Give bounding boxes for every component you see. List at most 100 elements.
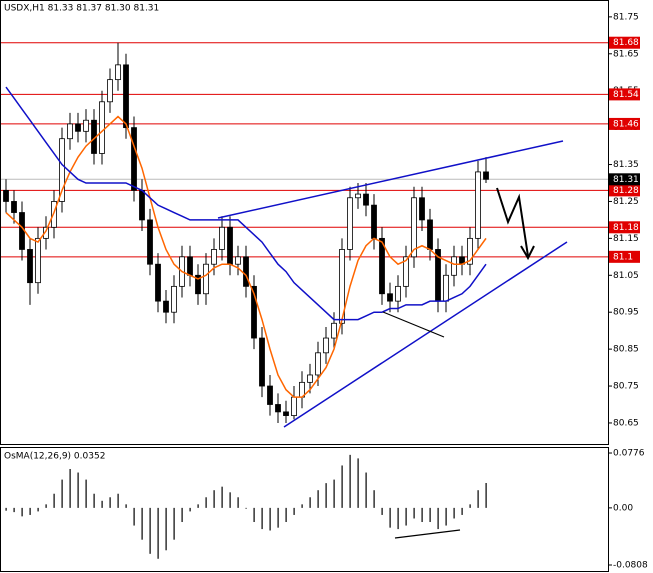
candle-body xyxy=(115,64,121,81)
candle-body xyxy=(403,256,409,287)
histogram-bar xyxy=(301,504,303,508)
divergence-line xyxy=(382,311,445,338)
y-tick-label: 80.85 xyxy=(613,345,639,355)
candle-body xyxy=(123,64,129,129)
histogram-bar xyxy=(45,504,47,508)
candle-body xyxy=(219,226,225,250)
histogram-bar xyxy=(101,500,103,508)
histogram-bar xyxy=(485,482,487,508)
candle-body xyxy=(339,249,345,324)
histogram-bar xyxy=(157,507,159,559)
candle-body xyxy=(283,411,289,416)
candle-body xyxy=(307,374,313,383)
level-tag xyxy=(609,88,640,101)
candle-body xyxy=(243,256,249,287)
y-tick-label: 81.15 xyxy=(613,234,639,244)
histogram-bar xyxy=(221,486,223,508)
candle-body xyxy=(235,256,241,265)
histogram-bar xyxy=(285,507,287,523)
y-tick-label: 80.75 xyxy=(613,382,639,392)
moving-average xyxy=(5,115,487,398)
chart-title: USDX,H1 81.33 81.37 81.30 81.31 xyxy=(4,4,159,14)
histogram-bar xyxy=(77,472,79,508)
osma-panel xyxy=(0,447,609,572)
candle-body xyxy=(275,404,281,413)
histogram-bar xyxy=(309,497,311,508)
histogram-bar xyxy=(333,479,335,508)
candle-body xyxy=(355,193,361,199)
histogram-bar xyxy=(181,507,183,523)
histogram-bar xyxy=(469,504,471,508)
level-tag xyxy=(609,250,640,263)
histogram-bar xyxy=(93,493,95,508)
current-price-label: 81.31 xyxy=(613,175,639,185)
candle-body xyxy=(59,138,65,202)
histogram-bar xyxy=(149,507,151,554)
candle-body xyxy=(451,256,457,276)
candle-body xyxy=(267,385,273,405)
candle-body xyxy=(99,101,105,154)
histogram-bar xyxy=(357,458,359,508)
histogram-bar xyxy=(5,507,7,511)
histogram-bar xyxy=(389,507,391,528)
y-tick-label: 0.00 xyxy=(613,503,633,513)
histogram-bar xyxy=(405,507,407,526)
candle-body xyxy=(371,204,377,239)
candle-body xyxy=(475,171,481,239)
candle-body xyxy=(83,119,89,132)
histogram-bar xyxy=(53,493,55,508)
y-tick-label: 81.65 xyxy=(613,49,639,59)
level-label: 81.54 xyxy=(613,90,639,100)
histogram-bar xyxy=(173,507,175,540)
arrow-head xyxy=(520,245,535,261)
candle-body xyxy=(419,197,425,221)
main-panel xyxy=(0,0,609,445)
candle-body xyxy=(147,219,153,265)
candle-body xyxy=(323,337,329,354)
candle-body xyxy=(75,123,81,132)
candle-body xyxy=(395,285,401,302)
histogram-bar xyxy=(61,479,63,508)
candle-body xyxy=(131,127,137,191)
histogram-bar xyxy=(69,468,71,508)
candle-body xyxy=(155,263,161,302)
histogram-bar xyxy=(373,490,375,508)
candle-body xyxy=(203,263,209,295)
candle-body xyxy=(251,285,257,339)
level-label: 81.68 xyxy=(613,38,639,48)
candle-body xyxy=(171,285,177,313)
candle-body xyxy=(363,193,369,206)
level-tag xyxy=(609,36,640,49)
histogram-bar xyxy=(165,507,167,551)
forecast-arrow xyxy=(496,187,529,257)
histogram-bar xyxy=(293,507,295,515)
candle-body xyxy=(467,237,473,265)
candle-body xyxy=(443,274,449,302)
candle-body xyxy=(107,79,113,103)
candle-body xyxy=(139,189,145,221)
histogram-bar xyxy=(429,507,431,523)
y-tick-label: 0.0776 xyxy=(613,449,645,459)
candle-body xyxy=(27,249,33,284)
y-tick-label: 80.65 xyxy=(613,418,639,428)
histogram-bar xyxy=(245,507,247,509)
histogram-bar xyxy=(13,507,15,513)
y-tick-label: 80.95 xyxy=(613,308,639,318)
candle-body xyxy=(195,274,201,295)
histogram-bar xyxy=(37,507,39,512)
candle-body xyxy=(11,201,17,213)
candle-body xyxy=(227,226,233,265)
y-tick-label: -0.0808 xyxy=(613,560,648,570)
histogram-bar xyxy=(421,507,423,523)
candle-body xyxy=(259,337,265,387)
level-tag xyxy=(609,221,640,234)
candle-body xyxy=(315,352,321,376)
histogram-bar xyxy=(325,483,327,508)
y-tick-label: 81.35 xyxy=(613,160,639,170)
candle-body xyxy=(35,237,41,284)
histogram-bar xyxy=(269,507,271,531)
level-tag xyxy=(609,117,640,130)
candle-body xyxy=(347,197,353,250)
candle-body xyxy=(43,226,49,239)
histogram-bar xyxy=(21,507,23,517)
